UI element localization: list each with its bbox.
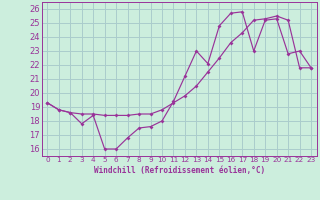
X-axis label: Windchill (Refroidissement éolien,°C): Windchill (Refroidissement éolien,°C)	[94, 166, 265, 175]
